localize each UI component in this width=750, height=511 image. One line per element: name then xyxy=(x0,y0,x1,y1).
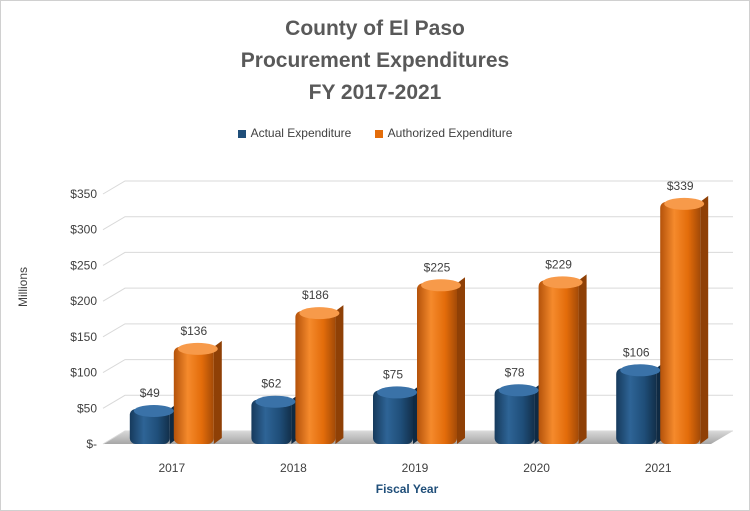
bar-cap xyxy=(133,405,174,417)
data-label: $75 xyxy=(383,367,403,381)
y-tick-label: $- xyxy=(86,437,97,451)
gridline xyxy=(102,287,733,302)
bar-side xyxy=(700,195,709,444)
bar-side xyxy=(213,340,222,444)
bar-authorized xyxy=(295,311,336,444)
y-tick-label: $300 xyxy=(70,223,97,237)
bar-cap xyxy=(255,395,296,408)
bar-cap xyxy=(177,342,218,355)
y-tick-label: $150 xyxy=(70,330,97,344)
x-tick-label: 2018 xyxy=(280,461,307,475)
bar-authorized xyxy=(538,280,579,444)
bar-actual xyxy=(129,409,170,444)
bar-cap xyxy=(299,307,340,320)
bar-side xyxy=(578,274,587,444)
bar-actual xyxy=(373,390,413,444)
bar-authorized xyxy=(417,283,457,444)
bar-side xyxy=(457,277,465,444)
data-label: $225 xyxy=(424,260,451,274)
chart-title-line-1: County of El Paso xyxy=(285,17,465,40)
bar-actual xyxy=(494,388,535,444)
bar-authorized xyxy=(660,201,701,444)
gridline xyxy=(102,216,733,231)
y-tick-label: $50 xyxy=(77,401,97,415)
data-label: $78 xyxy=(505,365,525,379)
gridline xyxy=(102,323,733,338)
data-label: $136 xyxy=(180,324,207,338)
legend-label-authorized: Authorized Expenditure xyxy=(387,126,513,140)
x-tick-label: 2021 xyxy=(645,461,672,475)
chart-legend: Actual Expenditure Authorized Expenditur… xyxy=(1,126,749,140)
bar-side xyxy=(335,305,344,444)
data-label: $229 xyxy=(545,257,572,271)
y-tick-label: $250 xyxy=(70,258,97,272)
y-tick-label: $100 xyxy=(70,366,97,380)
legend-swatch-actual xyxy=(237,129,246,138)
y-axis-title: Millions xyxy=(16,267,30,307)
chart-title-line-2: Procurement Expenditures xyxy=(240,49,510,72)
y-tick-label: $350 xyxy=(70,187,97,201)
x-axis-title: Fiscal Year xyxy=(376,482,439,496)
x-tick-label: 2019 xyxy=(402,461,429,475)
bar-actual xyxy=(251,399,292,444)
bar-cap xyxy=(421,279,461,292)
bar-cap xyxy=(620,364,661,377)
chart-title-line-3: FY 2017-2021 xyxy=(308,81,442,104)
legend-item-authorized: Authorized Expenditure xyxy=(374,126,513,140)
legend-item-actual: Actual Expenditure xyxy=(237,126,352,140)
legend-label-actual: Actual Expenditure xyxy=(250,126,352,140)
bar-cap xyxy=(377,386,417,399)
gridline xyxy=(102,359,733,374)
data-label: $49 xyxy=(140,386,160,400)
bar-cap xyxy=(542,276,583,289)
gridline xyxy=(102,251,733,266)
bar-authorized xyxy=(173,346,214,444)
data-label: $106 xyxy=(623,345,650,359)
bar-cap xyxy=(664,197,705,210)
bar-cap xyxy=(498,384,539,397)
y-tick-label: $200 xyxy=(70,294,97,308)
gridline xyxy=(102,180,733,195)
x-tick-label: 2020 xyxy=(523,461,550,475)
data-label: $186 xyxy=(302,288,329,302)
legend-swatch-authorized xyxy=(374,129,383,138)
x-tick-label: 2017 xyxy=(158,461,185,475)
bar-actual xyxy=(616,368,657,444)
data-label: $339 xyxy=(667,179,694,193)
data-label: $62 xyxy=(261,377,281,391)
